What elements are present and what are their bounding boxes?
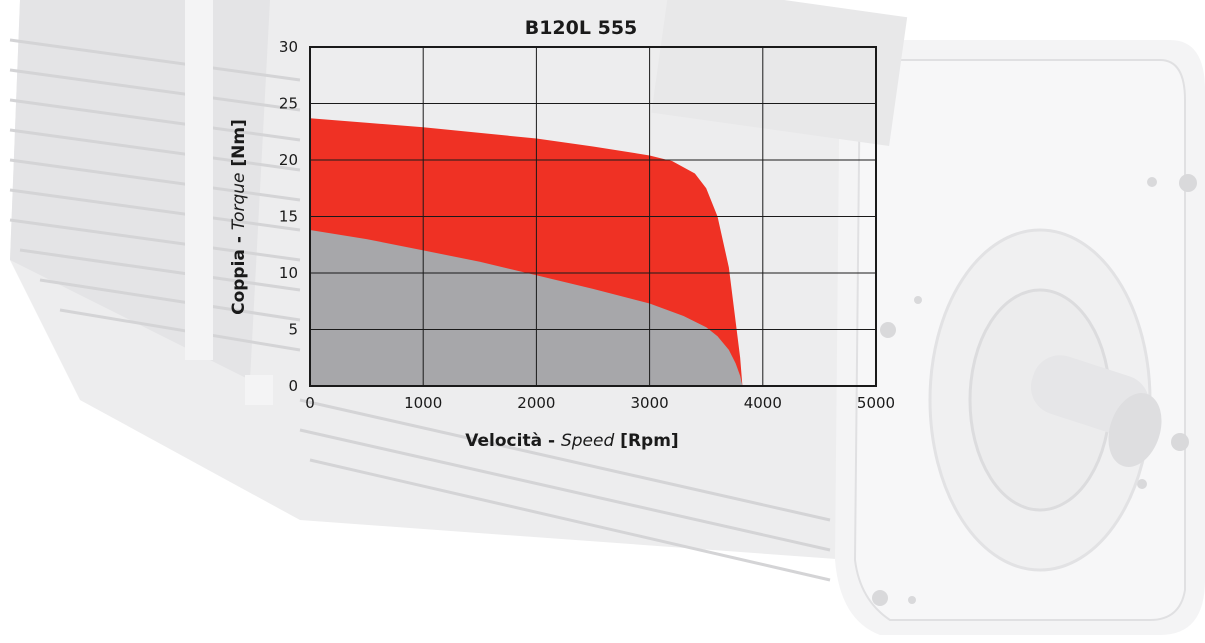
x-axis-label-unit: [Rpm] [614,431,678,451]
y-tick-label: 10 [279,264,298,282]
x-tick-label: 4000 [744,394,782,412]
plot-frame [309,46,877,387]
y-tick-label: 0 [288,377,298,395]
x-tick-label: 0 [305,394,315,412]
x-tick-label: 5000 [857,394,895,412]
continuous-torque-area [310,230,743,386]
y-axis-label-unit: [Nm] [229,119,249,172]
y-axis-label-main: Coppia - [229,230,249,315]
y-axis-label: Coppia - Torque [Nm] [229,119,249,315]
x-tick-label: 1000 [404,394,442,412]
x-tick-labels: 0 1000 2000 3000 4000 5000 [305,394,895,412]
x-tick-label: 2000 [517,394,555,412]
y-tick-label: 25 [279,95,298,113]
y-tick-label: 15 [279,208,298,226]
y-axis-label-italic: Torque [229,173,249,231]
x-axis-label-italic: Speed [561,431,615,451]
y-tick-label: 20 [279,151,298,169]
y-tick-label: 30 [279,38,298,56]
y-tick-label: 5 [288,321,298,339]
x-axis-label: Velocità - Speed [Rpm] [465,431,678,451]
x-tick-label: 3000 [631,394,669,412]
y-tick-labels: 0 5 10 15 20 25 30 [279,38,298,395]
x-axis-label-main: Velocità - [465,431,561,451]
chart-title: B120L 555 [525,17,638,39]
